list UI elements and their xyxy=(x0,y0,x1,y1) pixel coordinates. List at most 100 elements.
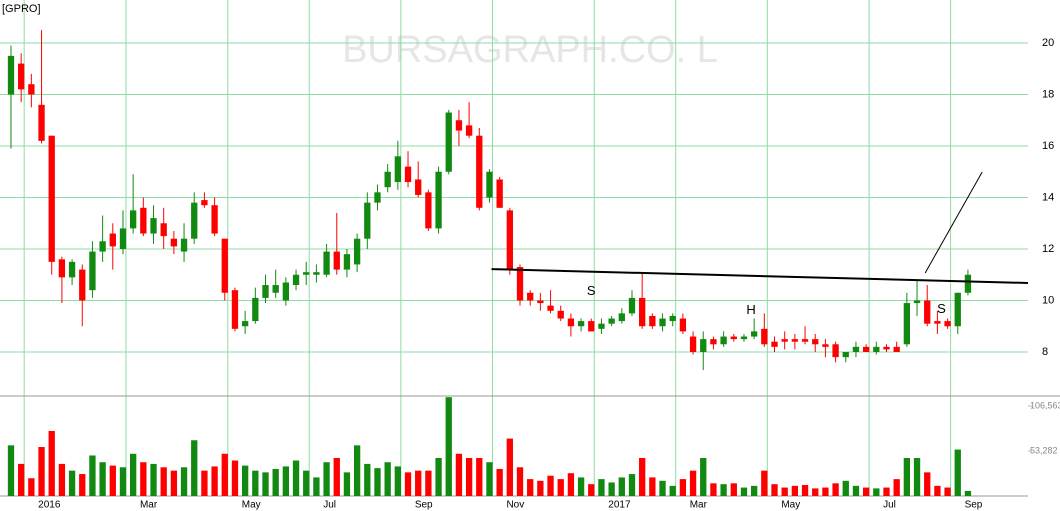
candle-body xyxy=(964,274,972,293)
volume-bar xyxy=(913,457,921,496)
x-tick-label: Mar xyxy=(140,500,158,511)
candle-body xyxy=(303,272,310,275)
candle-body xyxy=(781,339,788,342)
volume-bar xyxy=(282,466,290,496)
candle-body xyxy=(527,292,534,301)
volume-bar xyxy=(598,479,605,496)
volume-bar xyxy=(791,485,799,496)
volume-bar xyxy=(333,457,340,496)
volume-bar xyxy=(608,482,615,496)
candle-body xyxy=(38,104,45,141)
candle-body xyxy=(109,233,116,247)
volume-bar xyxy=(465,457,473,496)
candle-body xyxy=(588,321,595,332)
volume-bar xyxy=(577,477,585,496)
volume-bar xyxy=(89,455,96,496)
volume-bar xyxy=(191,440,198,496)
candle-body xyxy=(689,336,697,352)
volume-bar xyxy=(28,478,35,496)
candle-body xyxy=(801,339,809,342)
x-tick-label: Sep xyxy=(965,500,983,511)
candle-body xyxy=(771,341,778,347)
candle-body xyxy=(700,339,707,352)
volume-bar xyxy=(700,457,707,496)
x-tick-label: 2017 xyxy=(608,500,631,511)
volume-bar xyxy=(415,470,422,496)
volume-bar xyxy=(231,460,239,496)
x-tick-label: Jul xyxy=(323,500,336,511)
volume-bar xyxy=(160,467,167,496)
volume-bar xyxy=(649,477,656,496)
candle-body xyxy=(201,200,208,206)
volume-bar xyxy=(353,445,361,496)
candle-body xyxy=(282,282,290,301)
candle-body xyxy=(954,292,961,327)
trend-line xyxy=(491,268,1029,284)
volume-bar xyxy=(964,490,972,496)
candle-body xyxy=(58,259,66,278)
pattern-annotation: S xyxy=(937,301,946,316)
candle-body xyxy=(516,267,524,301)
candle-body xyxy=(893,346,900,352)
candle-body xyxy=(547,305,554,311)
volume-bar xyxy=(924,472,931,496)
candle-body xyxy=(28,84,35,95)
volume-bar xyxy=(48,430,55,496)
x-tick-label: Jul xyxy=(883,500,896,511)
volume-bar xyxy=(374,468,381,496)
candle-body xyxy=(394,156,401,183)
candle-body xyxy=(567,318,575,327)
volume-bar xyxy=(801,485,809,496)
candle-body xyxy=(18,63,25,90)
candle-body xyxy=(679,318,687,332)
candle-body xyxy=(628,297,636,314)
volume-bar xyxy=(292,460,300,496)
candle-body xyxy=(649,315,656,327)
candle-body xyxy=(537,300,544,304)
volume-bar xyxy=(435,457,442,496)
volume-bar xyxy=(252,470,259,496)
volume-bar xyxy=(313,477,320,496)
trend-line xyxy=(924,171,983,274)
candle-body xyxy=(873,346,880,352)
volume-bar xyxy=(771,484,778,496)
volume-bar xyxy=(822,487,829,496)
candle-body xyxy=(934,321,941,324)
volume-bar xyxy=(934,485,941,496)
pattern-annotation: S xyxy=(587,283,596,298)
candle-body xyxy=(852,346,860,352)
volume-bar xyxy=(689,470,697,496)
volume-bar xyxy=(547,475,554,496)
volume-bar xyxy=(130,453,137,496)
candle-body xyxy=(374,192,381,203)
candle-body xyxy=(618,313,625,322)
candle-body xyxy=(221,238,228,293)
x-tick-label: May xyxy=(781,500,800,511)
volume-bar xyxy=(170,470,178,496)
candle-body xyxy=(231,290,239,329)
volume-bar xyxy=(669,485,676,496)
pattern-annotation: H xyxy=(746,302,755,317)
volume-bar xyxy=(618,477,625,496)
volume-bar xyxy=(68,470,76,496)
candle-body xyxy=(506,210,513,270)
candle-body xyxy=(353,238,361,265)
candle-body xyxy=(761,328,768,345)
volume-bar xyxy=(720,484,727,496)
candle-body xyxy=(68,261,76,278)
volume-bar xyxy=(343,472,351,496)
volume-bar xyxy=(516,467,524,496)
candle-body xyxy=(48,135,55,262)
volume-bar xyxy=(476,457,483,496)
x-tick-label: Nov xyxy=(506,500,524,511)
candle-body xyxy=(913,300,921,304)
candle-body xyxy=(577,321,585,327)
candle-body xyxy=(659,318,666,327)
candle-body xyxy=(822,344,829,347)
candle-body xyxy=(486,171,493,198)
volume-bar xyxy=(58,463,66,496)
y-tick-label: 20 xyxy=(1042,37,1054,49)
volume-bar xyxy=(38,447,45,496)
candle-body xyxy=(364,202,371,239)
